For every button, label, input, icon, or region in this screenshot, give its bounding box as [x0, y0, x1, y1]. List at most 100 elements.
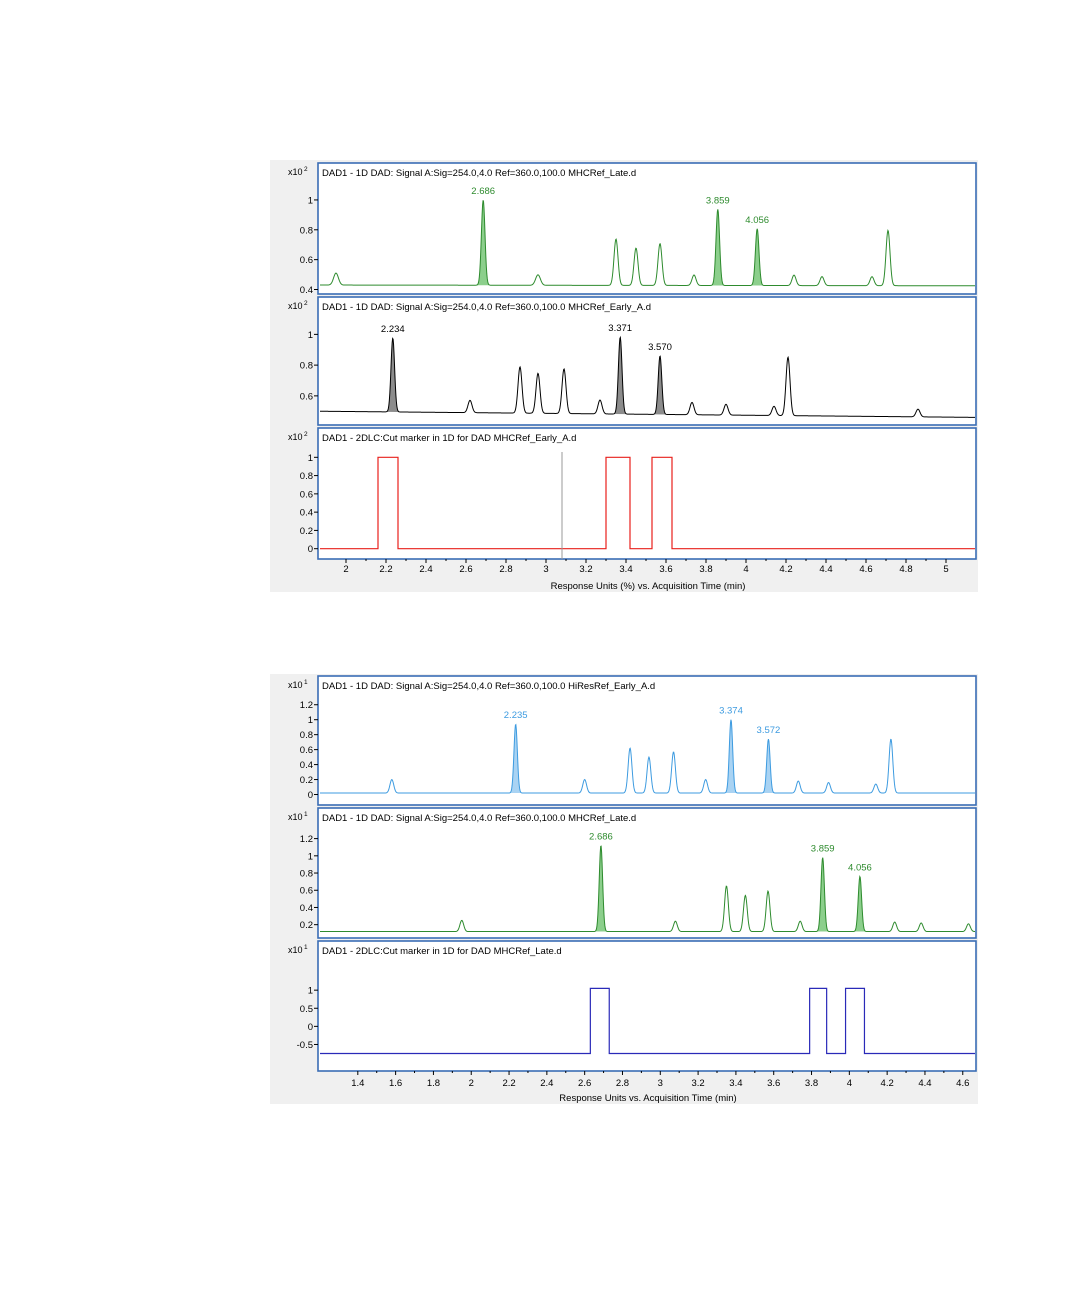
x-tick-label: 2.4	[540, 1078, 553, 1089]
y-scale-label: x10	[288, 812, 303, 822]
x-tick-label: 2	[343, 564, 348, 575]
panel-frame	[317, 675, 977, 806]
y-tick-label: -0.5	[297, 1040, 313, 1051]
peak-label: 3.570	[648, 342, 672, 353]
signal-trace	[320, 719, 975, 794]
x-tick-label: 2.6	[578, 1078, 591, 1089]
x-tick-label: 2.4	[419, 564, 432, 575]
panel-title: DAD1 - 1D DAD: Signal A:Sig=254.0,4.0 Re…	[322, 813, 636, 824]
y-tick-label: 0	[308, 544, 313, 555]
x-tick-label: 4	[743, 564, 748, 575]
x-tick-label: 4.6	[859, 564, 872, 575]
y-tick-label: 1.2	[300, 834, 313, 845]
y-tick-label: 0.6	[300, 745, 313, 756]
x-tick-label: 3	[658, 1078, 663, 1089]
x-tick-label: 3.4	[729, 1078, 742, 1089]
y-scale-exponent: 1	[304, 811, 308, 818]
x-tick-label: 3.8	[699, 564, 712, 575]
chart-panel-2: x10 1 DAD1 - 1D DAD: Signal A:Sig=254.0,4.…	[288, 807, 977, 939]
x-tick-label: 3.4	[619, 564, 632, 575]
y-tick-label: 1	[308, 330, 313, 341]
y-tick-label: 1	[308, 453, 313, 464]
chart-panel-1: x10 2 DAD1 - 1D DAD: Signal A:Sig=254.0,4.…	[288, 162, 977, 296]
x-tick-label: 5	[943, 564, 948, 575]
peak-label: 2.686	[471, 186, 495, 197]
peak-label: 2.235	[504, 710, 528, 721]
y-scale-exponent: 2	[304, 300, 308, 307]
chromatogram-figure-top: x10 2 DAD1 - 1D DAD: Signal A:Sig=254.0,4.…	[270, 160, 978, 592]
y-tick-label: 0.4	[300, 903, 313, 914]
signal-trace	[320, 200, 975, 287]
panel-frame	[317, 427, 977, 560]
cut-marker-trace	[320, 987, 975, 1055]
x-tick-label: 2.8	[499, 564, 512, 575]
y-tick-label: 1	[308, 986, 313, 997]
x-tick-label: 2.6	[459, 564, 472, 575]
peak-label: 3.859	[706, 195, 730, 206]
x-tick-label: 3.2	[691, 1078, 704, 1089]
x-tick-label: 4.4	[918, 1078, 931, 1089]
y-tick-label: 1	[308, 715, 313, 726]
panel-title: DAD1 - 2DLC:Cut marker in 1D for DAD MHC…	[322, 433, 576, 444]
chart-panel-1: x10 1 DAD1 - 1D DAD: Signal A:Sig=254.0,4.…	[288, 675, 977, 806]
x-tick-label: 2.2	[502, 1078, 515, 1089]
signal-trace	[320, 845, 975, 933]
y-tick-label: 0.6	[300, 391, 313, 402]
y-scale-exponent: 1	[304, 679, 308, 686]
panel-frame	[317, 807, 977, 939]
chromatogram-svg-bottom: x10 1 DAD1 - 1D DAD: Signal A:Sig=254.0,4.…	[288, 675, 977, 1104]
y-tick-label: 0.5	[300, 1004, 313, 1015]
panel-frame	[317, 296, 977, 426]
y-tick-label: 0.8	[300, 225, 313, 236]
y-tick-label: 1.2	[300, 700, 313, 711]
y-scale-label: x10	[288, 301, 303, 311]
panel-frame	[317, 162, 977, 295]
y-tick-label: 0.4	[300, 285, 313, 296]
panel-title: DAD1 - 2DLC:Cut marker in 1D for DAD MHC…	[322, 946, 562, 957]
y-tick-label: 0.8	[300, 869, 313, 880]
chart-panel-3: x10 2 DAD1 - 2DLC:Cut marker in 1D for DAD…	[288, 427, 977, 560]
y-tick-label: 0.6	[300, 886, 313, 897]
chromatogram-figure-bottom: x10 1 DAD1 - 1D DAD: Signal A:Sig=254.0,4.…	[270, 674, 978, 1104]
peak-label: 3.374	[719, 706, 743, 717]
y-tick-label: 0.8	[300, 730, 313, 741]
y-tick-label: 1	[308, 851, 313, 862]
chart-panel-2: x10 2 DAD1 - 1D DAD: Signal A:Sig=254.0,4.…	[288, 296, 977, 426]
x-tick-label: 3.6	[767, 1078, 780, 1089]
x-tick-label: 4.6	[956, 1078, 969, 1089]
peak-label: 4.056	[848, 862, 872, 873]
y-tick-label: 0.2	[300, 775, 313, 786]
y-scale-label: x10	[288, 945, 303, 955]
signal-trace	[320, 335, 975, 418]
y-tick-label: 0.8	[300, 471, 313, 482]
x-tick-label: 4	[847, 1078, 852, 1089]
y-scale-label: x10	[288, 680, 303, 690]
y-tick-label: 0.4	[300, 508, 313, 519]
y-tick-label: 1	[308, 195, 313, 206]
y-tick-label: 0	[308, 1022, 313, 1033]
panel-title: DAD1 - 1D DAD: Signal A:Sig=254.0,4.0 Re…	[322, 681, 655, 692]
y-scale-label: x10	[288, 432, 303, 442]
panel-title: DAD1 - 1D DAD: Signal A:Sig=254.0,4.0 Re…	[322, 168, 636, 179]
y-tick-label: 0.6	[300, 489, 313, 500]
peak-label: 3.859	[811, 844, 835, 855]
y-tick-label: 0.4	[300, 760, 313, 771]
peak-label: 3.572	[757, 725, 781, 736]
cut-marker-trace	[320, 456, 975, 550]
peak-label: 2.234	[381, 324, 405, 335]
y-scale-exponent: 2	[304, 166, 308, 173]
panel-title: DAD1 - 1D DAD: Signal A:Sig=254.0,4.0 Re…	[322, 302, 651, 313]
x-tick-label: 4.2	[881, 1078, 894, 1089]
y-tick-label: 0.2	[300, 920, 313, 931]
peak-label: 2.686	[589, 831, 613, 842]
x-axis: 1.4 1.6 1.8 2 2.2 2.4 2.6 2.8 3 3.2 3.4 3.6 3.8 4 4.2 4…	[351, 1071, 969, 1104]
y-scale-label: x10	[288, 167, 303, 177]
x-axis-label: Response Units vs. Acquisition Time (min…	[559, 1093, 736, 1104]
x-tick-label: 3.6	[659, 564, 672, 575]
y-tick-label: 0.6	[300, 255, 313, 266]
x-tick-label: 1.4	[351, 1078, 364, 1089]
y-tick-label: 0.2	[300, 526, 313, 537]
x-axis: 2 2.2 2.4 2.6 2.8 3 3.2 3.4 3.6 3.8 4 4.2 4.4 4.6 4.8 5…	[343, 559, 949, 592]
x-axis-label: Response Units (%) vs. Acquisition Time …	[551, 581, 746, 592]
x-tick-label: 4.8	[899, 564, 912, 575]
